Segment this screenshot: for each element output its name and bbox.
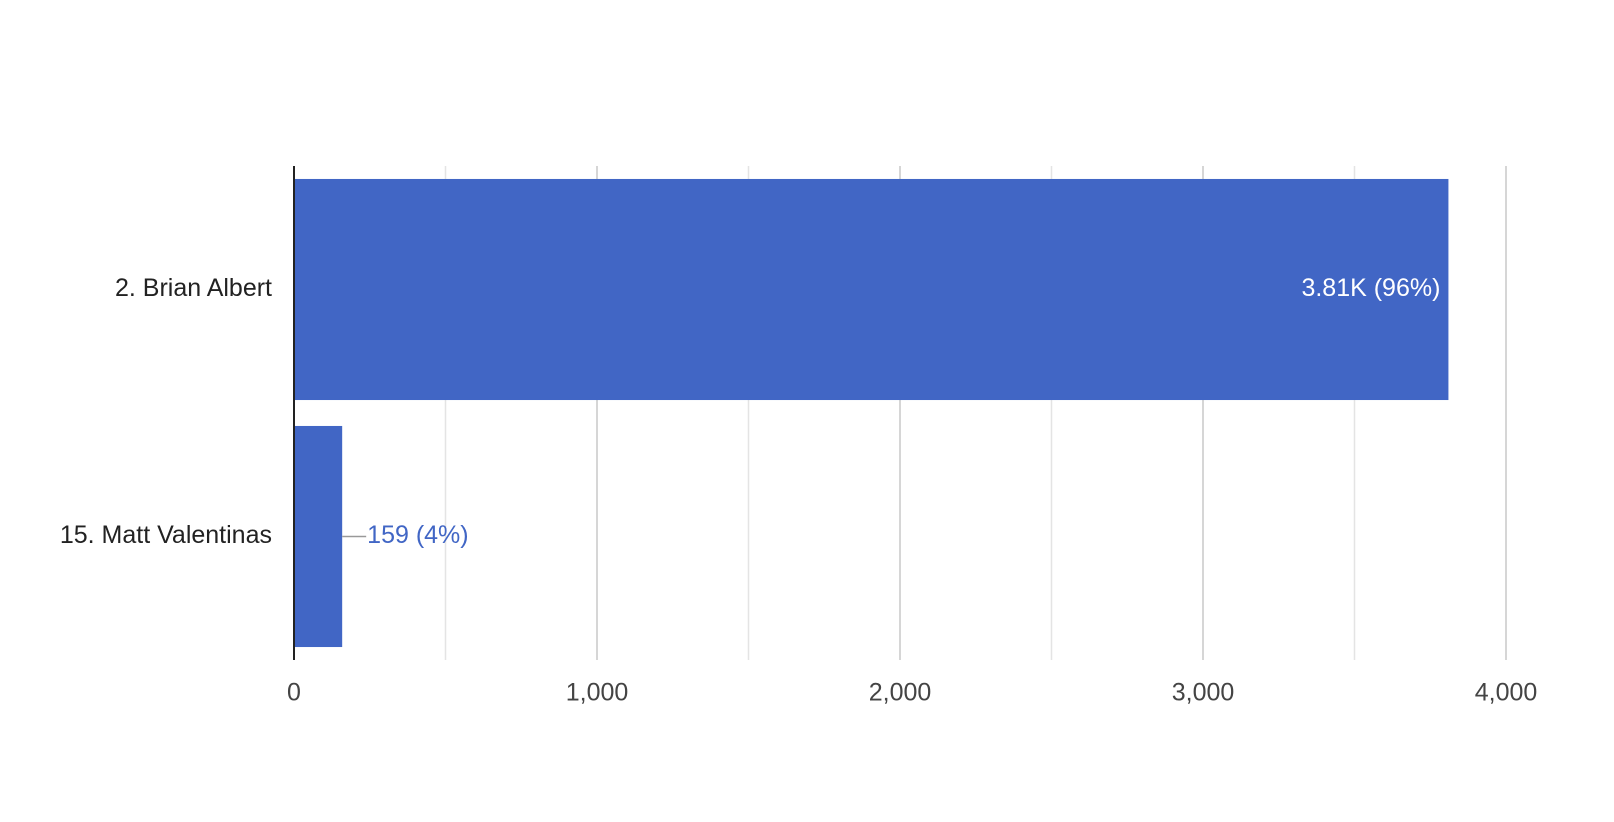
- bar: [294, 425, 343, 648]
- x-tick-label: 4,000: [1475, 679, 1538, 707]
- x-tick-label: 1,000: [566, 679, 629, 707]
- value-label: 3.81K (96%): [1301, 274, 1440, 302]
- value-label: 159 (4%): [367, 521, 468, 549]
- x-tick-label: 2,000: [869, 679, 932, 707]
- x-tick-label: 3,000: [1172, 679, 1235, 707]
- bar: [294, 178, 1449, 401]
- category-label: 15. Matt Valentinas: [60, 521, 272, 549]
- category-label: 2. Brian Albert: [115, 274, 272, 302]
- x-tick-label: 0: [287, 679, 301, 707]
